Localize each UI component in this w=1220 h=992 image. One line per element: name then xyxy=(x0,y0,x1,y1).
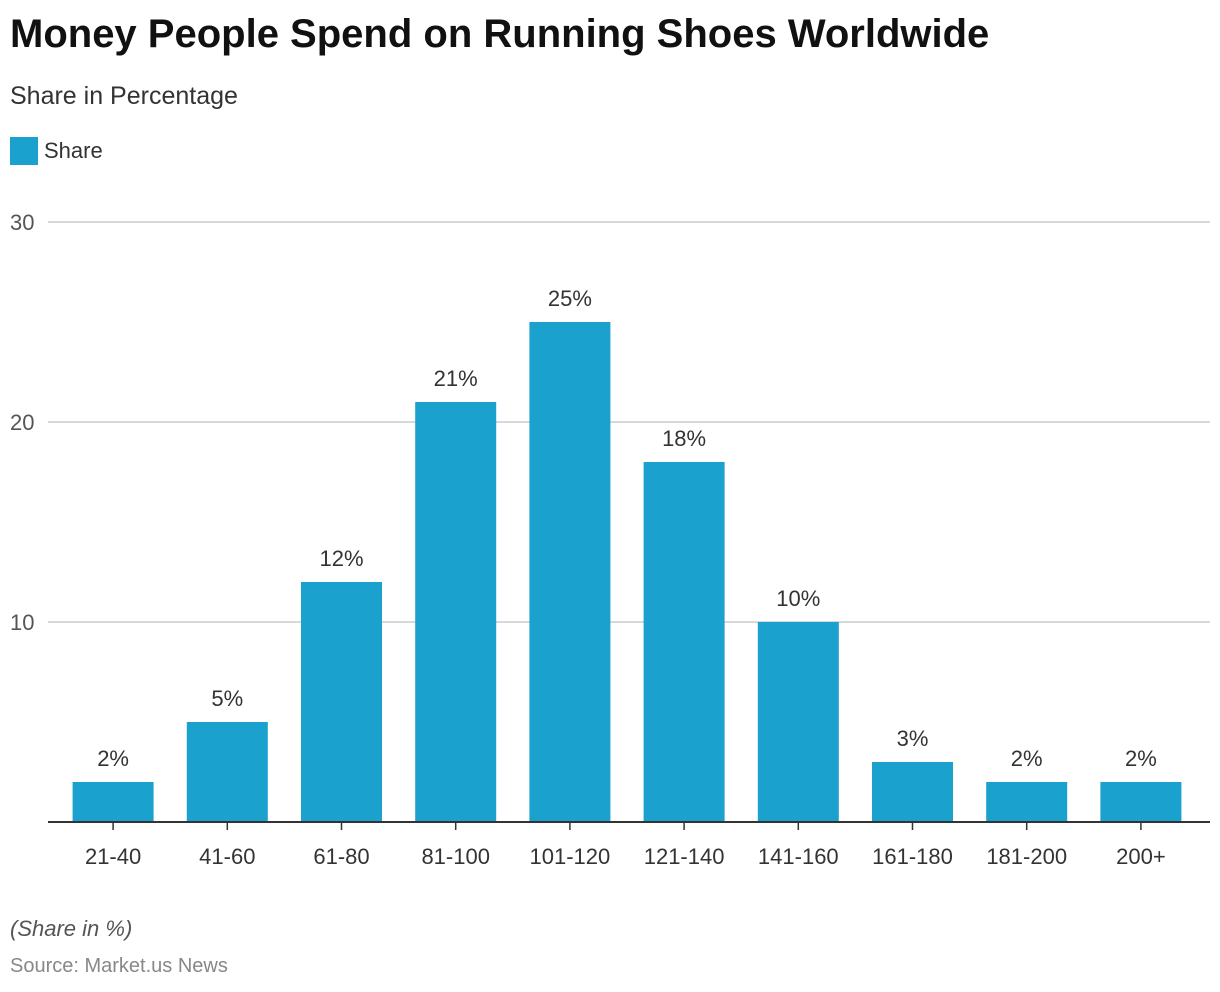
source: Source: Market.us News xyxy=(10,955,228,977)
bar xyxy=(529,322,611,822)
x-tick-label: 61-80 xyxy=(313,844,369,869)
data-label: 2% xyxy=(1125,746,1157,771)
data-label: 3% xyxy=(897,726,929,751)
bar xyxy=(986,782,1068,822)
data-label: 21% xyxy=(434,366,478,391)
x-tick-label: 21-40 xyxy=(85,844,141,869)
y-tick-label: 30 xyxy=(10,210,34,235)
bar xyxy=(872,762,953,822)
legend-swatch xyxy=(10,137,38,165)
bar xyxy=(186,722,268,822)
data-label: 2% xyxy=(97,746,129,771)
y-tick-label: 10 xyxy=(10,610,34,635)
x-tick-label: 101-120 xyxy=(530,844,611,869)
data-label: 25% xyxy=(548,286,592,311)
bar xyxy=(301,582,382,822)
x-tick-label: 81-100 xyxy=(421,844,490,869)
x-tick-label: 181-200 xyxy=(986,844,1067,869)
data-label: 18% xyxy=(662,426,706,451)
x-tick-label: 161-180 xyxy=(872,844,953,869)
data-label: 12% xyxy=(319,546,363,571)
bar xyxy=(415,402,497,822)
legend-label: Share xyxy=(44,138,103,163)
bar xyxy=(643,462,725,822)
data-label: 5% xyxy=(211,686,243,711)
bar xyxy=(1100,782,1182,822)
chart-subtitle: Share in Percentage xyxy=(10,82,238,110)
data-label: 2% xyxy=(1011,746,1043,771)
chart-note: (Share in %) xyxy=(10,916,133,941)
data-label: 10% xyxy=(776,586,820,611)
x-tick-label: 200+ xyxy=(1116,844,1166,869)
chart-title: Money People Spend on Running Shoes Worl… xyxy=(10,12,990,56)
bar xyxy=(72,782,154,822)
x-tick-label: 41-60 xyxy=(199,844,255,869)
bar xyxy=(757,622,839,822)
y-tick-label: 20 xyxy=(10,410,34,435)
x-tick-label: 141-160 xyxy=(758,844,839,869)
legend: Share xyxy=(10,137,103,165)
x-tick-label: 121-140 xyxy=(644,844,725,869)
